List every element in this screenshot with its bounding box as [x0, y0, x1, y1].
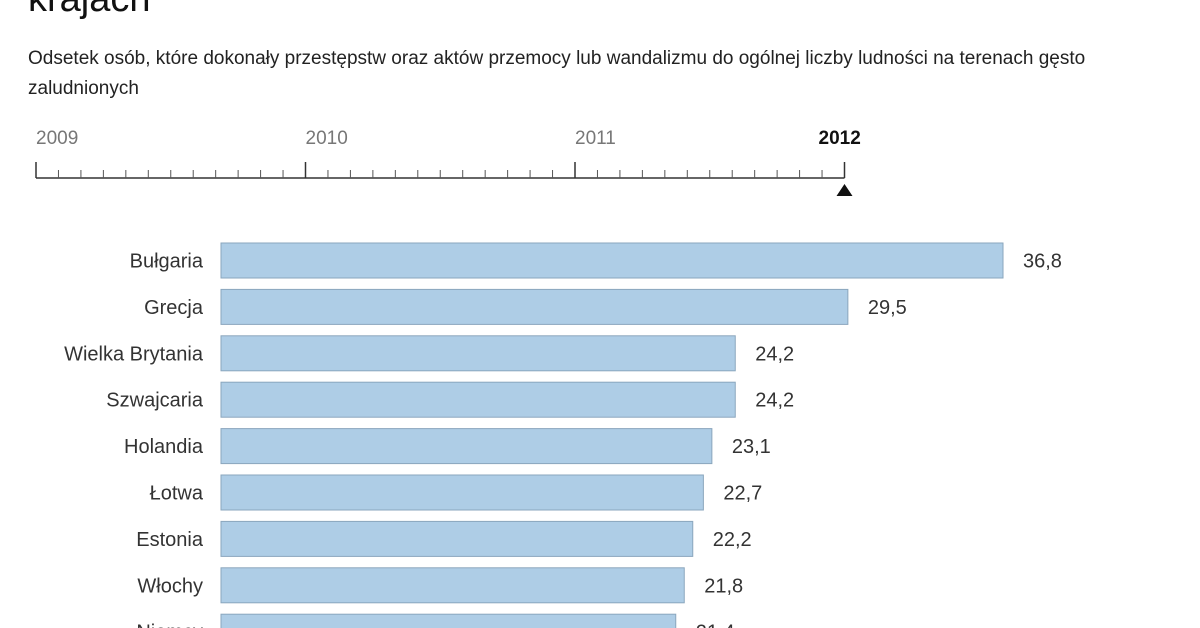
value-label: 24,2 — [755, 390, 794, 412]
value-label: 23,1 — [732, 436, 771, 458]
category-label: Wielka Brytania — [64, 343, 204, 365]
chart-subtitle: Odsetek osób, które dokonały przestępstw… — [28, 48, 1086, 99]
category-label: Holandia — [124, 436, 204, 458]
timeline-year-2009[interactable]: 2009 — [36, 128, 78, 149]
timeline-marker-triangle-icon[interactable] — [836, 184, 853, 196]
value-label: 36,8 — [1023, 251, 1062, 273]
bar-2[interactable] — [220, 335, 736, 372]
value-label: 21,8 — [704, 575, 743, 597]
year-timeline[interactable]: 2009 2010 2011 2012 — [0, 118, 1200, 208]
bar-1[interactable] — [220, 288, 849, 325]
chart-title: krajach — [28, 0, 151, 21]
bar-7[interactable] — [220, 567, 685, 604]
category-label: Estonia — [136, 529, 204, 551]
category-label: Grecja — [144, 297, 204, 319]
category-label: Włochy — [137, 575, 203, 597]
bar-5[interactable] — [220, 474, 704, 511]
value-label: 29,5 — [868, 297, 907, 319]
category-label: Szwajcaria — [106, 390, 204, 412]
timeline-year-2011[interactable]: 2011 — [575, 128, 616, 149]
value-label: 22,7 — [723, 483, 762, 505]
value-label: 24,2 — [755, 343, 794, 365]
bar-0[interactable] — [220, 242, 1004, 279]
timeline-year-2010[interactable]: 2010 — [306, 128, 348, 149]
category-label: Bułgaria — [130, 251, 204, 273]
bar-chart: Bułgaria 36,8 Grecja 29,5 Wielka Brytania 24,… — [64, 242, 1062, 628]
bar-3[interactable] — [220, 381, 736, 418]
category-label: Łotwa — [150, 483, 204, 505]
timeline-year-2012[interactable]: 2012 — [819, 128, 861, 149]
bar-8[interactable] — [220, 613, 677, 628]
category-label: Niemcy — [136, 622, 203, 628]
bar-6[interactable] — [220, 520, 694, 557]
value-label: 22,2 — [713, 529, 752, 551]
bar-4[interactable] — [220, 428, 713, 465]
value-label: 21,4 — [696, 622, 735, 628]
